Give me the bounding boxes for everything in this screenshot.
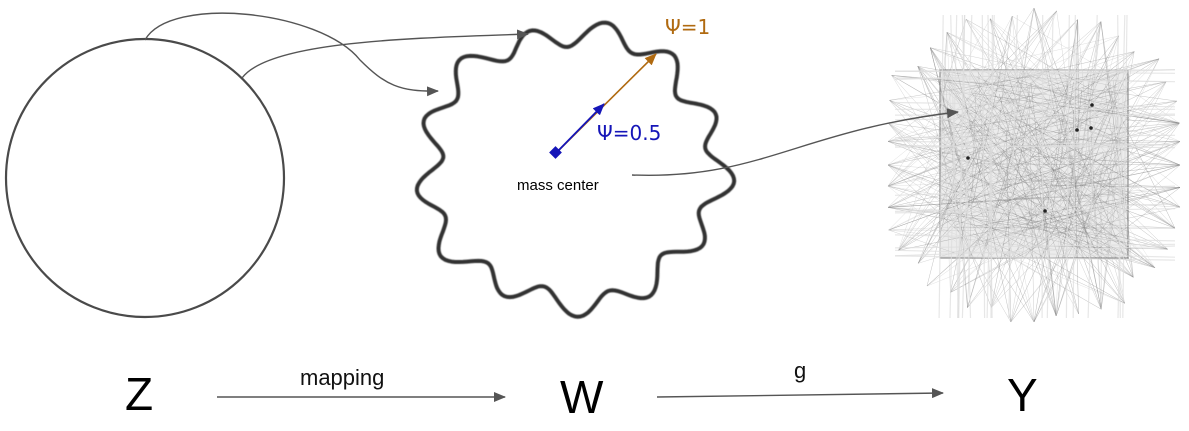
w-label: W: [560, 371, 604, 423]
psi-one-label: Ψ=1: [665, 15, 710, 39]
z-to-w-lower-arrow: [241, 29, 529, 79]
y-label: Y: [1007, 369, 1038, 421]
w-wavy-blob: [414, 20, 737, 319]
g-label: g: [794, 358, 806, 383]
mapping-label: mapping: [300, 365, 384, 390]
z-to-w-upper-arrow: [144, 12, 439, 97]
y-mesh-image: [887, 7, 1181, 323]
g-arrow: [656, 388, 944, 399]
mass-center-to-y-arrow: [631, 108, 959, 177]
z-label: Z: [125, 368, 153, 420]
z-circle: [4, 37, 286, 319]
psi-half-arrow: [555, 103, 605, 154]
psi-half-label: Ψ=0.5: [597, 121, 661, 145]
mass-center-label: mass center: [517, 177, 599, 194]
